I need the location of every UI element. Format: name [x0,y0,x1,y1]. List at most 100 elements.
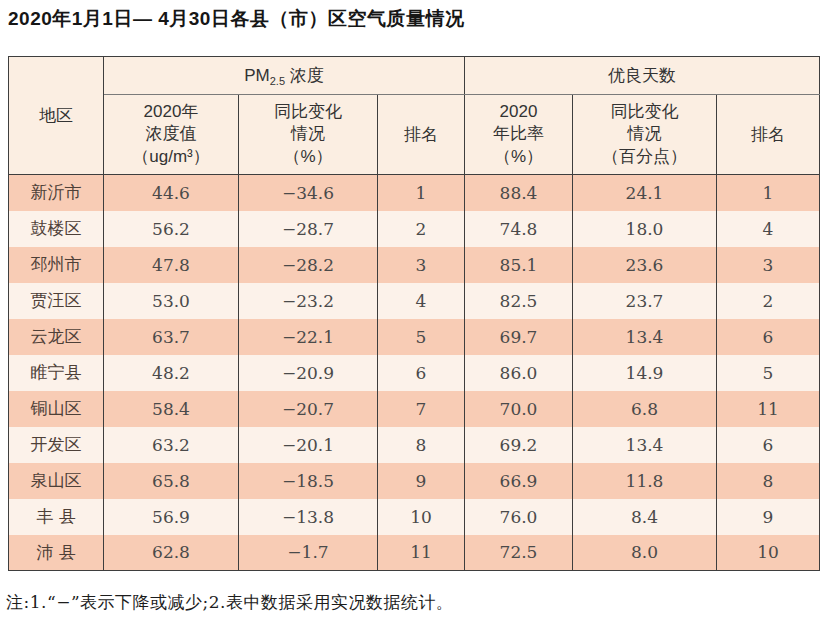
cell-pm-change: −13.8 [239,499,378,535]
table-row: 丰 县 56.9 −13.8 10 76.0 8.4 9 [9,499,820,535]
cell-rate-change: 8.4 [573,499,717,535]
cell-pm-rank: 2 [378,211,465,247]
cell-rate: 85.1 [465,247,573,283]
table-header: 地区 PM2.5 浓度 优良天数 2020年 浓度值 （ug/m³） 同比变化 … [9,57,820,175]
cell-pm-value: 65.8 [104,463,239,499]
cell-rate-rank: 5 [717,355,820,391]
table-row: 铜山区 58.4 −20.7 7 70.0 6.8 11 [9,391,820,427]
cell-pm-change: −20.9 [239,355,378,391]
cell-pm-change: −23.2 [239,283,378,319]
pm25-suffix: 浓度 [285,66,324,85]
cell-rate-rank: 1 [717,175,820,211]
table-row: 新沂市 44.6 −34.6 1 88.4 24.1 1 [9,175,820,211]
cell-pm-rank: 8 [378,427,465,463]
cell-pm-rank: 3 [378,247,465,283]
table-body: 新沂市 44.6 −34.6 1 88.4 24.1 1 鼓楼区 56.2 −2… [9,175,820,571]
air-quality-table: 地区 PM2.5 浓度 优良天数 2020年 浓度值 （ug/m³） 同比变化 … [8,56,820,571]
cell-pm-rank: 9 [378,463,465,499]
header-region: 地区 [9,57,104,175]
table-row: 睢宁县 48.2 −20.9 6 86.0 14.9 5 [9,355,820,391]
cell-pm-value: 56.2 [104,211,239,247]
cell-rate: 69.2 [465,427,573,463]
cell-pm-value: 58.4 [104,391,239,427]
table-row: 鼓楼区 56.2 −28.7 2 74.8 18.0 4 [9,211,820,247]
cell-rate: 82.5 [465,283,573,319]
cell-rate-change: 13.4 [573,319,717,355]
cell-pm-change: −20.7 [239,391,378,427]
cell-region: 泉山区 [9,463,104,499]
cell-region: 新沂市 [9,175,104,211]
header-group-row: 地区 PM2.5 浓度 优良天数 [9,57,820,95]
cell-pm-change: −20.1 [239,427,378,463]
cell-rate-change: 8.0 [573,535,717,571]
cell-rate-change: 23.7 [573,283,717,319]
header-pm-rank: 排名 [378,95,465,175]
cell-pm-value: 63.7 [104,319,239,355]
cell-rate-change: 14.9 [573,355,717,391]
cell-pm-value: 48.2 [104,355,239,391]
cell-rate: 86.0 [465,355,573,391]
cell-rate-rank: 9 [717,499,820,535]
cell-pm-rank: 4 [378,283,465,319]
cell-region: 开发区 [9,427,104,463]
cell-pm-change: −28.2 [239,247,378,283]
cell-pm-rank: 5 [378,319,465,355]
cell-pm-value: 44.6 [104,175,239,211]
cell-rate-change: 18.0 [573,211,717,247]
table-row: 泉山区 65.8 −18.5 9 66.9 11.8 8 [9,463,820,499]
cell-pm-value: 47.8 [104,247,239,283]
cell-region: 邳州市 [9,247,104,283]
cell-pm-rank: 10 [378,499,465,535]
cell-rate-change: 23.6 [573,247,717,283]
cell-region: 沛 县 [9,535,104,571]
footnote: 注:1.“−”表示下降或减少;2.表中数据采用实况数据统计。 [6,591,821,614]
pm25-prefix: PM [244,66,270,85]
cell-rate-rank: 6 [717,319,820,355]
cell-pm-change: −34.6 [239,175,378,211]
cell-pm-change: −22.1 [239,319,378,355]
header-days-rate: 2020 年比率 （%） [465,95,573,175]
table-row: 贾汪区 53.0 −23.2 4 82.5 23.7 2 [9,283,820,319]
cell-rate: 72.5 [465,535,573,571]
cell-pm-rank: 7 [378,391,465,427]
cell-rate-rank: 4 [717,211,820,247]
cell-pm-value: 53.0 [104,283,239,319]
header-pm-value: 2020年 浓度值 （ug/m³） [104,95,239,175]
table-row: 开发区 63.2 −20.1 8 69.2 13.4 6 [9,427,820,463]
cell-region: 铜山区 [9,391,104,427]
cell-pm-change: −1.7 [239,535,378,571]
header-days-rank: 排名 [717,95,820,175]
cell-rate-rank: 3 [717,247,820,283]
cell-rate-rank: 2 [717,283,820,319]
cell-pm-value: 63.2 [104,427,239,463]
cell-rate-rank: 11 [717,391,820,427]
cell-rate-change: 13.4 [573,427,717,463]
cell-pm-value: 62.8 [104,535,239,571]
header-sub-row: 2020年 浓度值 （ug/m³） 同比变化 情况 （%） 排名 2020 年比… [9,95,820,175]
table-row: 邳州市 47.8 −28.2 3 85.1 23.6 3 [9,247,820,283]
table-row: 沛 县 62.8 −1.7 11 72.5 8.0 10 [9,535,820,571]
cell-rate: 70.0 [465,391,573,427]
cell-pm-rank: 11 [378,535,465,571]
cell-region: 睢宁县 [9,355,104,391]
page-title: 2020年1月1日— 4月30日各县（市）区空气质量情况 [8,6,818,32]
cell-rate: 66.9 [465,463,573,499]
cell-pm-rank: 6 [378,355,465,391]
table-row: 云龙区 63.7 −22.1 5 69.7 13.4 6 [9,319,820,355]
cell-rate: 69.7 [465,319,573,355]
header-group-pm25: PM2.5 浓度 [104,57,465,95]
cell-region: 鼓楼区 [9,211,104,247]
cell-pm-value: 56.9 [104,499,239,535]
cell-pm-rank: 1 [378,175,465,211]
cell-rate-rank: 6 [717,427,820,463]
cell-rate: 88.4 [465,175,573,211]
cell-region: 云龙区 [9,319,104,355]
cell-rate-rank: 10 [717,535,820,571]
cell-pm-change: −18.5 [239,463,378,499]
header-days-change: 同比变化 情况 （百分点） [573,95,717,175]
page: 2020年1月1日— 4月30日各县（市）区空气质量情况 地区 PM2.5 浓度… [0,0,825,620]
header-pm-change: 同比变化 情况 （%） [239,95,378,175]
cell-rate: 76.0 [465,499,573,535]
cell-pm-change: −28.7 [239,211,378,247]
cell-region: 丰 县 [9,499,104,535]
